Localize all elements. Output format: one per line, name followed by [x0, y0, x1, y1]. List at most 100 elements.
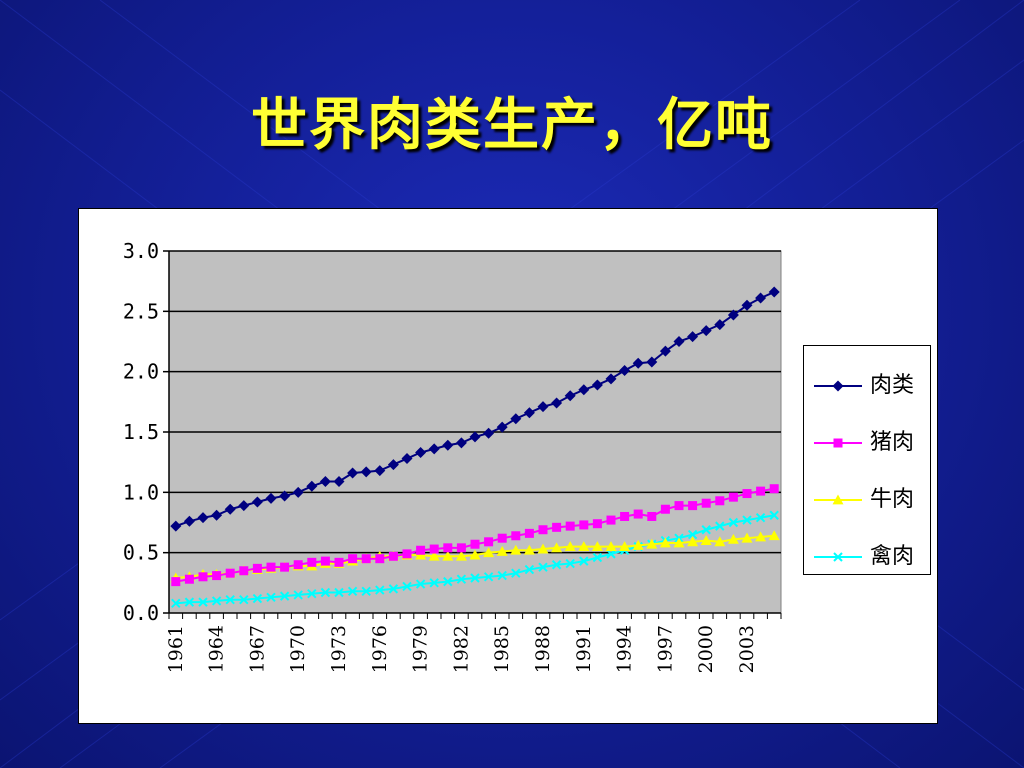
data-point [183, 515, 195, 527]
data-point [212, 571, 222, 581]
data-point [496, 421, 508, 433]
data-point [660, 504, 670, 514]
data-point [592, 519, 602, 529]
data-point [673, 537, 685, 548]
data-point [333, 475, 345, 487]
data-point [700, 535, 712, 545]
data-point [279, 591, 290, 601]
data-point [646, 538, 658, 549]
data-point [307, 588, 317, 599]
data-point [293, 590, 303, 600]
data-point [415, 579, 426, 589]
x-tick-label: 2003 [736, 625, 758, 673]
y-tick-label: 1.5 [123, 420, 159, 444]
data-point [266, 562, 276, 572]
data-point [442, 439, 454, 451]
chart-panel: 3.0 2.5 2.0 1.5 1.0 0.5 0.0 1961 1964 1967 1970 19… [78, 208, 938, 724]
y-axis-ticks: 3.0 2.5 2.0 1.5 1.0 0.5 0.0 [123, 239, 159, 625]
y-tick-label: 2.0 [123, 360, 159, 384]
data-point [198, 597, 208, 607]
data-point [211, 509, 223, 521]
data-point [239, 595, 249, 605]
data-point [552, 522, 562, 532]
data-point [320, 587, 331, 598]
data-point [687, 331, 699, 343]
data-point [510, 544, 522, 555]
data-point [170, 520, 182, 532]
data-point [388, 551, 398, 561]
data-point [443, 576, 453, 587]
x-tick-label: 1985 [491, 625, 513, 673]
data-point [523, 544, 535, 555]
data-point [374, 465, 386, 477]
legend-marker [833, 552, 843, 562]
data-point [428, 550, 440, 561]
legend-item: 牛肉 [804, 486, 932, 514]
data-point [727, 309, 739, 321]
data-point [347, 586, 358, 596]
data-point [252, 563, 262, 573]
data-point [646, 356, 658, 368]
data-point [647, 511, 657, 521]
data-point [211, 596, 222, 606]
data-point [605, 373, 617, 385]
x-tick-label: 1982 [450, 625, 472, 673]
data-point [347, 467, 359, 479]
data-point [578, 384, 590, 396]
data-point [579, 556, 589, 566]
data-point [266, 592, 276, 603]
data-point [714, 536, 726, 547]
x-tick-label: 1988 [532, 625, 554, 673]
legend-swatch [814, 552, 862, 562]
data-point [334, 587, 344, 598]
data-point [605, 541, 617, 552]
data-point [497, 570, 507, 581]
legend-item: 肉类 [804, 372, 932, 400]
data-point [768, 286, 780, 298]
legend-marker [832, 380, 844, 392]
line-chart: 3.02.52.01.51.00.50.0 1961 1964 1967 1970 19… [123, 239, 782, 673]
data-point [348, 554, 358, 564]
data-point [755, 512, 766, 523]
data-point [387, 459, 399, 471]
legend-label: 牛肉 [870, 487, 915, 512]
x-tick-label: 1994 [614, 625, 636, 673]
data-point [388, 584, 399, 594]
data-point [225, 568, 235, 578]
data-point [442, 550, 454, 561]
data-point [591, 379, 603, 391]
data-point [484, 537, 494, 547]
data-point [579, 520, 589, 530]
data-point [279, 490, 291, 502]
data-point [456, 574, 467, 584]
data-point [184, 574, 194, 584]
data-point [429, 544, 439, 554]
data-point [483, 427, 495, 439]
data-point [184, 597, 195, 607]
data-point [524, 564, 535, 575]
legend-label: 猪肉 [870, 430, 915, 455]
data-point [538, 562, 548, 572]
data-point [578, 541, 590, 552]
data-point [198, 572, 208, 582]
series-2 [171, 484, 779, 587]
data-point [538, 525, 548, 535]
data-point [224, 503, 236, 515]
data-point [483, 572, 494, 582]
data-point [415, 447, 427, 459]
data-point [470, 573, 480, 583]
data-point [769, 510, 779, 520]
data-point [360, 466, 372, 478]
series-1 [170, 286, 780, 532]
y-tick-label: 3.0 [123, 239, 159, 263]
data-point [171, 598, 181, 609]
data-point [700, 325, 712, 337]
data-point [632, 539, 644, 550]
legend-marker [832, 494, 844, 505]
data-point [728, 517, 739, 528]
data-point [402, 581, 412, 592]
data-point [401, 453, 413, 465]
legend-swatch [814, 494, 862, 505]
data-point [565, 521, 575, 531]
data-point [319, 475, 331, 487]
